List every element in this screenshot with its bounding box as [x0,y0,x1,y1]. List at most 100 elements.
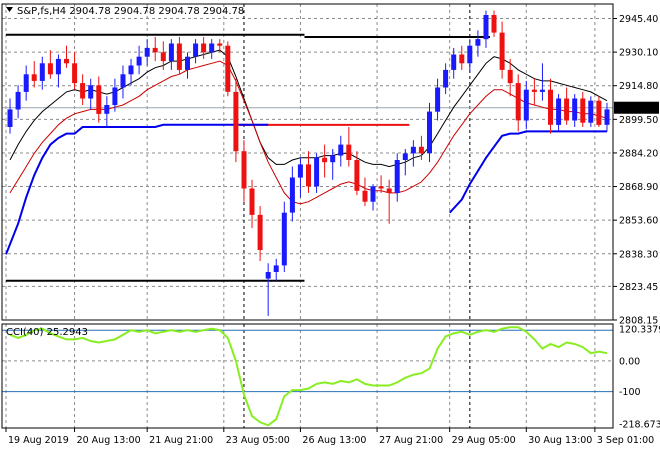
candle-body [410,146,416,154]
candle-body [39,63,45,81]
y-tick-label: 2945.40 [619,14,658,25]
chart-header: S&P,fs,H4 2904.78 2904.78 2904.78 2904.7… [17,6,244,17]
candle-body [136,56,142,66]
candle-body [418,146,424,154]
candle-body [185,56,190,70]
candle-body [515,83,521,121]
candle-body [475,39,481,46]
candle-body [564,98,570,121]
y-tick-label: 2838.30 [619,249,658,260]
candle-body [556,98,562,125]
current-price-box [614,101,659,114]
candle-body [483,15,489,40]
candle-body [459,54,465,64]
main-panel-grid [2,4,613,320]
candle-body [572,98,578,121]
candle-body [168,43,174,62]
candle-body [338,144,344,156]
candle-body [306,164,311,187]
candle-body [314,157,320,187]
candle-body [225,45,231,92]
x-tick-label: 3 Sep 01:00 [597,435,654,446]
candle-body [265,272,271,279]
cci-frame [1,323,614,429]
candle-body [322,157,328,163]
y-tick-label: 2808.15 [619,316,658,327]
candle-body [47,63,53,75]
y-tick-label: 2884.20 [619,148,658,159]
candle-body [604,109,610,125]
cci-tick-label: 0.00 [619,356,640,367]
candle-body [144,47,150,57]
candle-body [281,212,287,266]
lower-ma-line [9,60,608,205]
candle-body [31,74,37,81]
current-price-label: 2904.78 [618,103,657,114]
candle-body [88,85,94,99]
candle-body [402,153,408,160]
cci-panel-grid [2,324,613,428]
cci-tick-label: -100 [619,387,641,398]
candle-body [233,91,239,152]
main-frame [1,3,614,321]
candle-body [443,69,449,88]
candle-body [362,190,368,202]
candle-body [394,160,400,193]
cci-line [9,326,608,427]
y-tick-label: 2930.10 [619,48,658,59]
cci-tick-label: 120.3379 [619,325,660,336]
indicator-lines [2,33,613,282]
candle-body [370,186,376,202]
x-tick-label: 21 Aug 21:00 [149,435,213,446]
candle-body [596,100,602,125]
candles [7,10,610,316]
x-tick-label: 23 Aug 05:00 [226,435,290,446]
candle-body [96,85,102,114]
candle-body [64,58,69,64]
candle-body [539,89,545,92]
candle-body [507,69,513,84]
time-axis: 19 Aug 2019 20 Aug 13:00 21 Aug 21:00 23 Au… [5,428,654,446]
candle-body [249,188,255,215]
x-tick-label: 29 Aug 05:00 [452,435,516,446]
cci-series [9,326,608,427]
candle-body [128,65,134,75]
candle-body [72,63,78,84]
candle-body [55,58,61,75]
candle-body [588,100,594,123]
candle-body [467,45,473,64]
symbol-arrow-icon [6,7,13,12]
x-tick-label: 19 Aug 2019 [8,435,69,446]
cci-header: CCI(40) 25.2943 [6,327,88,338]
candle-body [193,43,199,57]
candle-body [273,265,279,272]
candle-body [112,87,118,106]
candle-body [257,214,263,250]
x-tick-label: 27 Aug 21:00 [379,435,443,446]
candle-body [580,98,586,123]
y-tick-label: 2868.90 [619,182,658,193]
candle-body [491,15,497,33]
candle-body [120,74,126,88]
y-tick-label: 2823.45 [619,282,658,293]
candle-body [7,109,13,127]
candle-body [217,43,223,46]
candle-body [499,32,505,70]
y-tick-label: 2853.60 [619,216,658,227]
candle-body [241,151,247,189]
candle-body [209,43,215,53]
candle-body [435,87,441,112]
candle-body [289,177,295,213]
candle-body [201,43,207,53]
candle-body [160,52,166,62]
price-axis: 2945.40 2930.10 2914.80 2899.50 2884.20 2868.… [613,14,660,431]
x-tick-label: 30 Aug 13:00 [528,435,592,446]
candle-body [330,155,336,163]
candle-body [548,89,553,125]
candle-body [427,111,432,154]
x-tick-label: 20 Aug 13:00 [77,435,141,446]
support-line [5,123,607,255]
candle-body [297,164,303,178]
candle-body [531,89,537,92]
